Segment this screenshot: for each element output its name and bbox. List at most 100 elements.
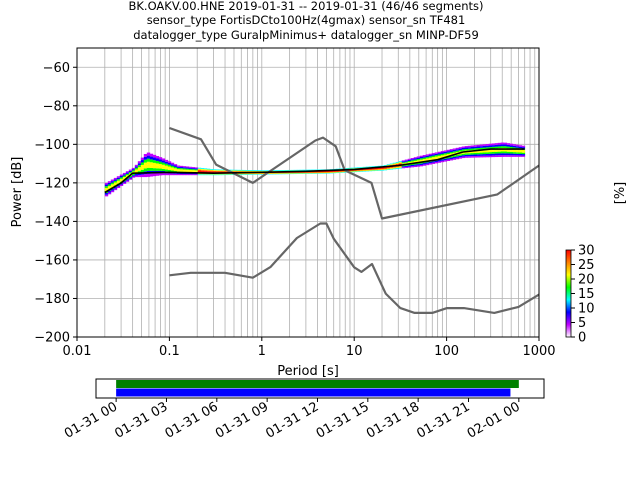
psd-cell xyxy=(164,167,169,170)
psd-cell xyxy=(455,152,460,154)
psd-cell xyxy=(422,156,427,158)
psd-cell xyxy=(341,171,346,173)
y-tick-label: −160 xyxy=(34,253,70,268)
psd-cell xyxy=(203,170,208,172)
psd-cell xyxy=(239,171,244,172)
psd-cell xyxy=(476,152,481,155)
psd-cell xyxy=(239,169,244,171)
psd-cell xyxy=(410,161,415,163)
psd-cell xyxy=(146,158,151,162)
psd-cell xyxy=(131,176,136,178)
psd-cell xyxy=(179,170,184,172)
psd-cell xyxy=(302,172,307,173)
psd-cell xyxy=(329,171,334,173)
psd-cell xyxy=(140,162,145,165)
psd-cell xyxy=(122,177,127,179)
psd-cell xyxy=(470,154,475,157)
timeline-tick-label: 01-31 03 xyxy=(112,399,170,441)
psd-cell xyxy=(275,170,280,172)
psd-cell xyxy=(188,168,193,170)
psd-cell xyxy=(338,171,343,172)
psd-cell xyxy=(437,154,442,156)
psd-cell xyxy=(476,151,481,153)
colorbar-fill xyxy=(565,249,572,338)
psd-cell xyxy=(329,171,334,172)
psd-cell xyxy=(374,166,379,167)
psd-cell xyxy=(470,151,475,154)
psd-cell xyxy=(275,170,280,171)
psd-cell xyxy=(440,153,445,156)
psd-cell xyxy=(167,166,172,169)
psd-cell xyxy=(497,146,502,149)
psd-cell xyxy=(377,169,382,171)
timeline-tick-label: 01-31 00 xyxy=(62,399,120,441)
psd-cell xyxy=(311,172,316,173)
psd-cell xyxy=(122,181,127,183)
psd-cell xyxy=(383,169,388,171)
psd-cell xyxy=(125,171,130,173)
psd-cell xyxy=(188,169,193,171)
psd-cell xyxy=(428,155,433,157)
psd-cell xyxy=(215,169,220,171)
psd-cell xyxy=(170,167,175,169)
psd-cell xyxy=(461,155,466,157)
psd-cell xyxy=(398,162,403,164)
psd-cell xyxy=(449,158,454,161)
mode-curve xyxy=(104,148,525,194)
psd-cell xyxy=(293,169,298,171)
psd-cell xyxy=(236,169,241,171)
psd-cell xyxy=(200,173,205,175)
psd-cell xyxy=(242,173,247,175)
psd-cell xyxy=(488,155,493,158)
psd-cell xyxy=(410,165,415,167)
psd-cell xyxy=(143,159,148,163)
psd-cell xyxy=(224,170,229,172)
psd-cell xyxy=(236,170,241,172)
psd-cell xyxy=(467,156,472,158)
psd-cell xyxy=(275,172,280,174)
psd-cell xyxy=(317,171,322,173)
psd-cell xyxy=(284,172,289,174)
psd-cell xyxy=(425,163,430,166)
psd-cell xyxy=(317,171,322,173)
psd-cell xyxy=(503,149,508,152)
psd-cell xyxy=(233,169,238,171)
psd-cell xyxy=(383,165,388,166)
psd-cell xyxy=(155,168,160,171)
psd-cell xyxy=(116,185,121,187)
psd-cell xyxy=(293,172,298,174)
psd-cell xyxy=(476,148,481,150)
psd-cell xyxy=(452,158,457,160)
psd-cell xyxy=(506,143,511,145)
psd-cell xyxy=(203,174,208,176)
psd-cell xyxy=(413,163,418,165)
psd-cell xyxy=(290,169,295,171)
psd-cell xyxy=(470,156,475,158)
psd-cell xyxy=(104,186,109,188)
psd-cell xyxy=(455,147,460,150)
psd-cell xyxy=(209,171,214,173)
psd-cell xyxy=(218,170,223,172)
psd-cell xyxy=(176,169,181,171)
psd-cell xyxy=(230,174,235,175)
psd-cell xyxy=(482,145,487,148)
psd-cell xyxy=(302,172,307,174)
psd-cell xyxy=(311,171,316,173)
psd-cell xyxy=(251,173,256,175)
psd-cell xyxy=(500,149,505,152)
psd-cell xyxy=(284,173,289,175)
psd-cell xyxy=(395,161,400,163)
psd-cell xyxy=(497,144,502,147)
psd-cell xyxy=(452,151,457,153)
psd-cell xyxy=(179,173,184,176)
psd-cell xyxy=(506,150,511,152)
psd-cell xyxy=(185,169,190,171)
psd-cell xyxy=(158,173,163,176)
x-tick-label: 0.01 xyxy=(63,344,92,359)
psd-cell xyxy=(482,150,487,153)
psd-cell xyxy=(473,156,478,158)
psd-cell xyxy=(491,153,496,156)
psd-cell xyxy=(107,181,112,183)
psd-cell xyxy=(521,154,526,156)
timeline-tick-label: 02-01 00 xyxy=(465,399,523,441)
